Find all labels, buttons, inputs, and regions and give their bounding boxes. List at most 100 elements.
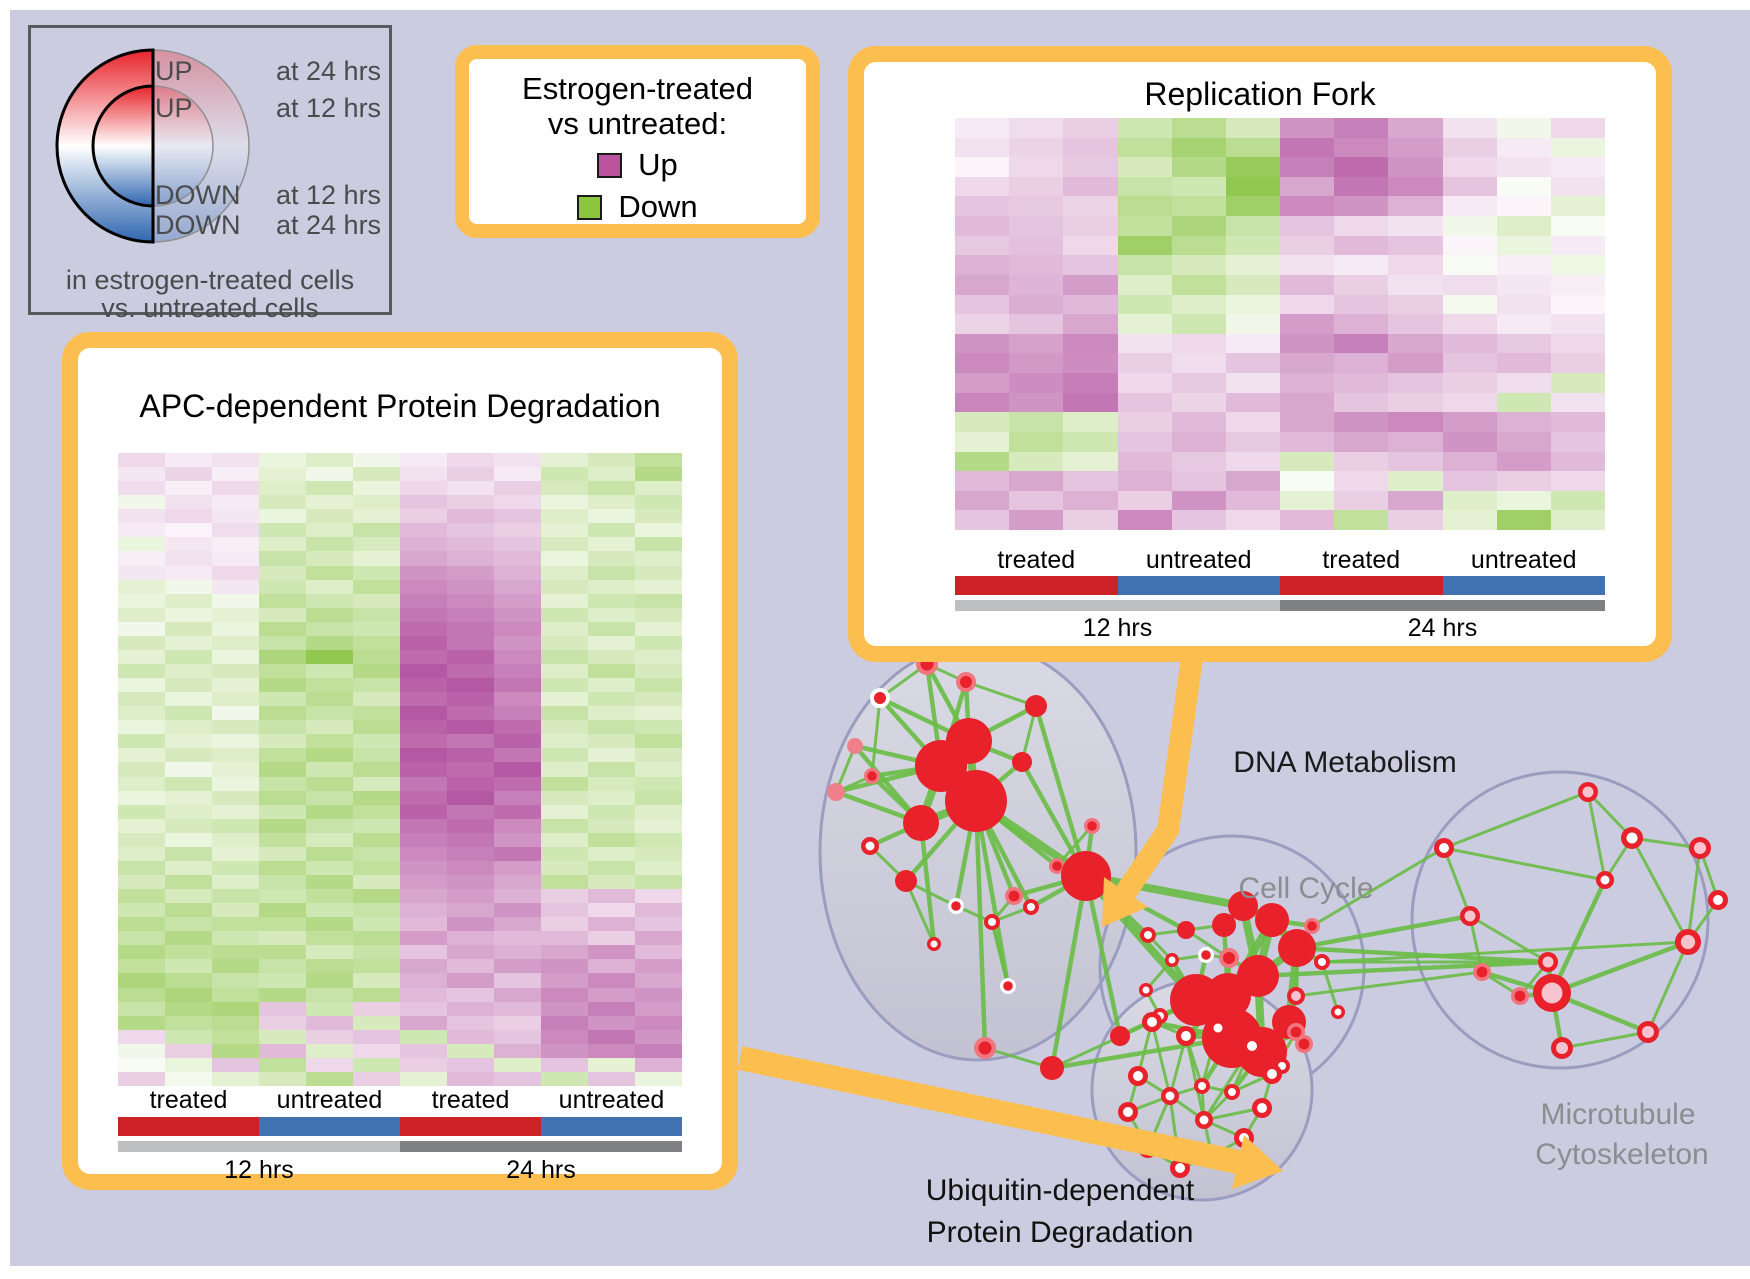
heatmap-cell (118, 748, 165, 763)
heatmap-cell (541, 1015, 588, 1030)
heatmap-cell (447, 959, 494, 974)
heatmap-cell (306, 1071, 353, 1086)
heatmap-cell (588, 748, 635, 763)
heatmap-cell (165, 734, 212, 749)
heatmap-cell (494, 481, 541, 496)
heatmap-cell (212, 593, 259, 608)
heatmap-cell (1063, 176, 1118, 197)
heatmap-cell (1496, 216, 1551, 236)
heatmap-cell (588, 959, 635, 974)
heatmap-cell (588, 467, 635, 482)
heatmap-cell (635, 481, 682, 496)
heatmap-cell (353, 692, 400, 707)
heatmap-cell (541, 495, 588, 510)
heatmap-cell (447, 874, 494, 890)
heatmap-cell (447, 467, 494, 482)
heatmap-cell (400, 987, 447, 1002)
heatmap-cell (447, 1043, 494, 1058)
heatmap-cell (306, 1057, 353, 1072)
heatmap-cell (447, 846, 494, 861)
heatmap-cell (400, 1001, 447, 1016)
heatmap-cell (1280, 216, 1335, 236)
apc-treatment-bar (541, 1117, 682, 1136)
heatmap-cell (306, 692, 353, 707)
heatmap-cell (353, 931, 400, 946)
heatmap-cell (118, 1001, 165, 1016)
heatmap-cell (1496, 471, 1551, 491)
heatmap-row (118, 720, 682, 735)
heatmap-cell (635, 579, 682, 594)
heatmap-cell (635, 1015, 682, 1030)
heatmap-cell (353, 481, 400, 496)
heatmap-cell (165, 959, 212, 974)
heatmap-row (118, 860, 682, 875)
heatmap-cell (1225, 392, 1280, 413)
heatmap-cell (1117, 216, 1172, 236)
heatmap-cell (165, 832, 212, 847)
heatmap-cell (588, 734, 635, 749)
heatmap-cell (1442, 451, 1497, 472)
heatmap-cell (635, 678, 682, 693)
heatmap-cell (1009, 294, 1064, 315)
heatmap-cell (588, 579, 635, 594)
heatmap-cell (541, 509, 588, 524)
heatmap-cell (494, 987, 541, 1002)
heatmap-cell (259, 593, 306, 608)
heatmap-cell (494, 593, 541, 608)
heatmap-cell (353, 706, 400, 721)
heatmap-cell (259, 874, 306, 890)
heatmap-cell (1117, 118, 1172, 138)
heatmap-cell (447, 748, 494, 763)
heatmap-cell (541, 832, 588, 847)
apc-treatment-bar (259, 1117, 400, 1136)
heatmap-cell (212, 635, 259, 650)
heatmap-cell (306, 579, 353, 594)
heatmap-cell (1009, 510, 1064, 530)
heatmap-row (955, 274, 1605, 295)
heatmap-cell (118, 1043, 165, 1058)
heatmap-cell (306, 917, 353, 932)
heatmap-cell (635, 551, 682, 566)
heatmap-cell (955, 373, 1010, 393)
heatmap-cell (118, 1071, 165, 1086)
heatmap-cell (353, 678, 400, 693)
heatmap-cell (1388, 451, 1443, 472)
heatmap-cell (1009, 196, 1064, 217)
apc-time-bar (400, 1141, 682, 1152)
heatmap-cell (1063, 373, 1118, 393)
heatmap-cell (400, 860, 447, 875)
heatmap-cell (400, 973, 447, 988)
heatmap-cell (212, 551, 259, 566)
heatmap-cell (1496, 235, 1551, 256)
heatmap-cell (306, 537, 353, 552)
heatmap-cell (541, 678, 588, 693)
heatmap-cell (306, 678, 353, 693)
heatmap-cell (1442, 510, 1497, 530)
heatmap-row (118, 635, 682, 650)
legend-down-24-dir: DOWN (155, 210, 241, 240)
heatmap-cell (165, 889, 212, 904)
heatmap-cell (494, 523, 541, 538)
heatmap-cell (588, 1071, 635, 1086)
heatmap-cell (212, 818, 259, 833)
heatmap-cell (1171, 118, 1226, 138)
heatmap-cell (1334, 314, 1389, 334)
heatmap-cell (353, 720, 400, 735)
heatmap-cell (955, 392, 1010, 413)
heatmap-cell (306, 607, 353, 622)
heatmap-cell (259, 1029, 306, 1044)
heatmap-cell (541, 818, 588, 833)
heatmap-cell (1334, 373, 1389, 393)
heatmap-cell (165, 481, 212, 496)
heatmap-cell (212, 621, 259, 636)
heatmap-cell (400, 1043, 447, 1058)
heatmap-cell (541, 453, 588, 468)
heatmap-cell (118, 762, 165, 777)
heatmap-row (955, 255, 1605, 275)
heatmap-row (118, 790, 682, 805)
heatmap-cell (165, 635, 212, 650)
heatmap-cell (353, 1029, 400, 1044)
heatmap-cell (1117, 255, 1172, 275)
heatmap-cell (1334, 510, 1389, 530)
heatmap-cell (353, 1057, 400, 1072)
